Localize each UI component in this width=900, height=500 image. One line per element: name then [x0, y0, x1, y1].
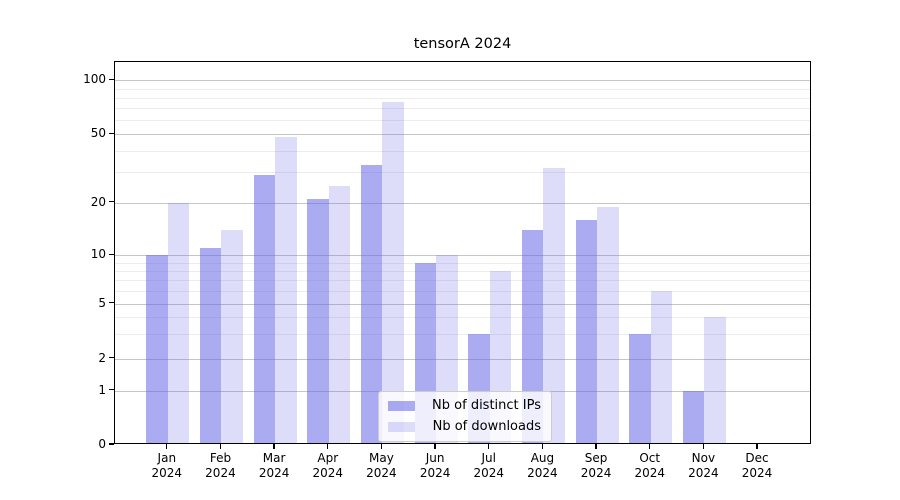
- y-tick-label-1: 1: [98, 382, 106, 397]
- x-tick-label-jun: Jun 2024: [419, 451, 451, 480]
- gridline-major-2: [115, 358, 810, 360]
- x-tick-label-jul: Jul 2024: [473, 451, 505, 480]
- y-tick-label-5: 5: [98, 295, 106, 310]
- x-tick-label-dec: Dec 2024: [741, 451, 773, 480]
- gridline-minor-7: [115, 280, 810, 282]
- x-tick-label-aug: Aug 2024: [527, 451, 558, 480]
- x-tick-label-oct: Oct 2024: [634, 451, 665, 480]
- x-tick-mark-sep: [595, 444, 597, 449]
- bars-layer: [115, 62, 810, 444]
- y-tick-label-100: 100: [83, 72, 106, 87]
- y-tick-label-20: 20: [90, 194, 106, 209]
- gridline-minor-80: [115, 97, 810, 99]
- bar-jan-downloads: [167, 202, 190, 444]
- x-tick-mark-jan: [166, 444, 168, 449]
- legend: Nb of distinct IPs Nb of downloads: [378, 391, 552, 442]
- y-tick-mark-5: [109, 302, 114, 304]
- legend-swatch-downloads-icon: [388, 421, 415, 432]
- x-tick-mark-apr: [327, 444, 329, 449]
- x-tick-label-mar: Mar 2024: [258, 451, 290, 480]
- gridline-minor-90: [115, 88, 810, 90]
- y-tick-label-50: 50: [90, 126, 106, 141]
- y-tick-label-10: 10: [90, 247, 106, 262]
- plot-area: [114, 61, 811, 444]
- x-tick-mark-dec: [756, 444, 758, 449]
- bar-jan-distinct-ips: [146, 255, 168, 444]
- bar-mar-downloads: [275, 137, 297, 444]
- y-tick-label-0: 0: [98, 437, 106, 451]
- legend-label-downloads: Nb of downloads: [432, 419, 541, 434]
- y-tick-mark-0: [109, 443, 114, 445]
- x-tick-label-sep: Sep 2024: [580, 451, 612, 480]
- gridline-minor-30: [115, 172, 810, 174]
- y-tick-mark-100: [109, 78, 114, 80]
- y-tick-label-2: 2: [98, 350, 106, 365]
- bar-aug-distinct-ips: [521, 229, 544, 444]
- bar-oct-distinct-ips: [629, 334, 651, 444]
- gridline-major-50: [115, 134, 810, 136]
- gridline-major-5: [115, 303, 810, 305]
- x-tick-label-apr: Apr 2024: [312, 451, 344, 480]
- gridline-minor-6: [115, 290, 810, 292]
- x-tick-label-nov: Nov 2024: [688, 451, 719, 480]
- x-tick-mark-aug: [541, 444, 544, 449]
- bar-oct-downloads: [650, 290, 673, 444]
- bar-may-distinct-ips: [360, 165, 383, 444]
- gridline-major-10: [115, 255, 810, 257]
- bar-sep-distinct-ips: [575, 219, 598, 444]
- x-tick-mark-nov: [702, 444, 705, 449]
- bar-feb-distinct-ips: [199, 248, 222, 444]
- y-tick-mark-1: [109, 388, 114, 391]
- bar-apr-downloads: [328, 186, 351, 444]
- y-tick-mark-20: [109, 201, 114, 203]
- gridline-minor-40: [115, 150, 810, 152]
- bar-may-downloads: [382, 101, 404, 444]
- bar-feb-downloads: [221, 229, 243, 444]
- legend-entry-distinct-ips: Nb of distinct IPs: [388, 398, 541, 413]
- legend-swatch-distinct-ips-icon: [388, 400, 415, 411]
- gridline-minor-8: [115, 270, 810, 272]
- bar-apr-distinct-ips: [307, 199, 329, 444]
- x-tick-label-jan: Jan 2024: [151, 451, 183, 480]
- gridline-minor-3: [115, 334, 810, 336]
- bar-nov-distinct-ips: [682, 390, 705, 444]
- x-tick-mark-may: [380, 444, 383, 449]
- y-tick-mark-50: [109, 132, 114, 134]
- x-tick-mark-feb: [219, 444, 222, 449]
- bar-mar-distinct-ips: [253, 174, 276, 444]
- bar-aug-downloads: [543, 167, 565, 444]
- gridline-minor-60: [115, 120, 810, 122]
- legend-entry-downloads: Nb of downloads: [388, 419, 541, 434]
- gridline-minor-70: [115, 108, 810, 110]
- x-tick-mark-jun: [434, 444, 436, 449]
- gridline-minor-9: [115, 262, 810, 264]
- gridline-minor-4: [115, 317, 810, 319]
- gridline-major-100: [115, 80, 810, 82]
- x-tick-label-feb: Feb 2024: [205, 451, 236, 480]
- bar-sep-downloads: [597, 206, 619, 444]
- legend-label-distinct-ips: Nb of distinct IPs: [432, 398, 541, 413]
- gridline-major-20: [115, 202, 810, 204]
- y-tick-mark-2: [109, 357, 114, 359]
- x-tick-label-may: May 2024: [366, 451, 397, 480]
- x-tick-mark-oct: [649, 444, 651, 449]
- bar-nov-downloads: [704, 317, 726, 444]
- x-tick-mark-jul: [488, 444, 490, 449]
- x-tick-mark-mar: [273, 444, 275, 449]
- chart-title: tensorA 2024: [413, 36, 512, 52]
- y-tick-mark-10: [109, 253, 114, 255]
